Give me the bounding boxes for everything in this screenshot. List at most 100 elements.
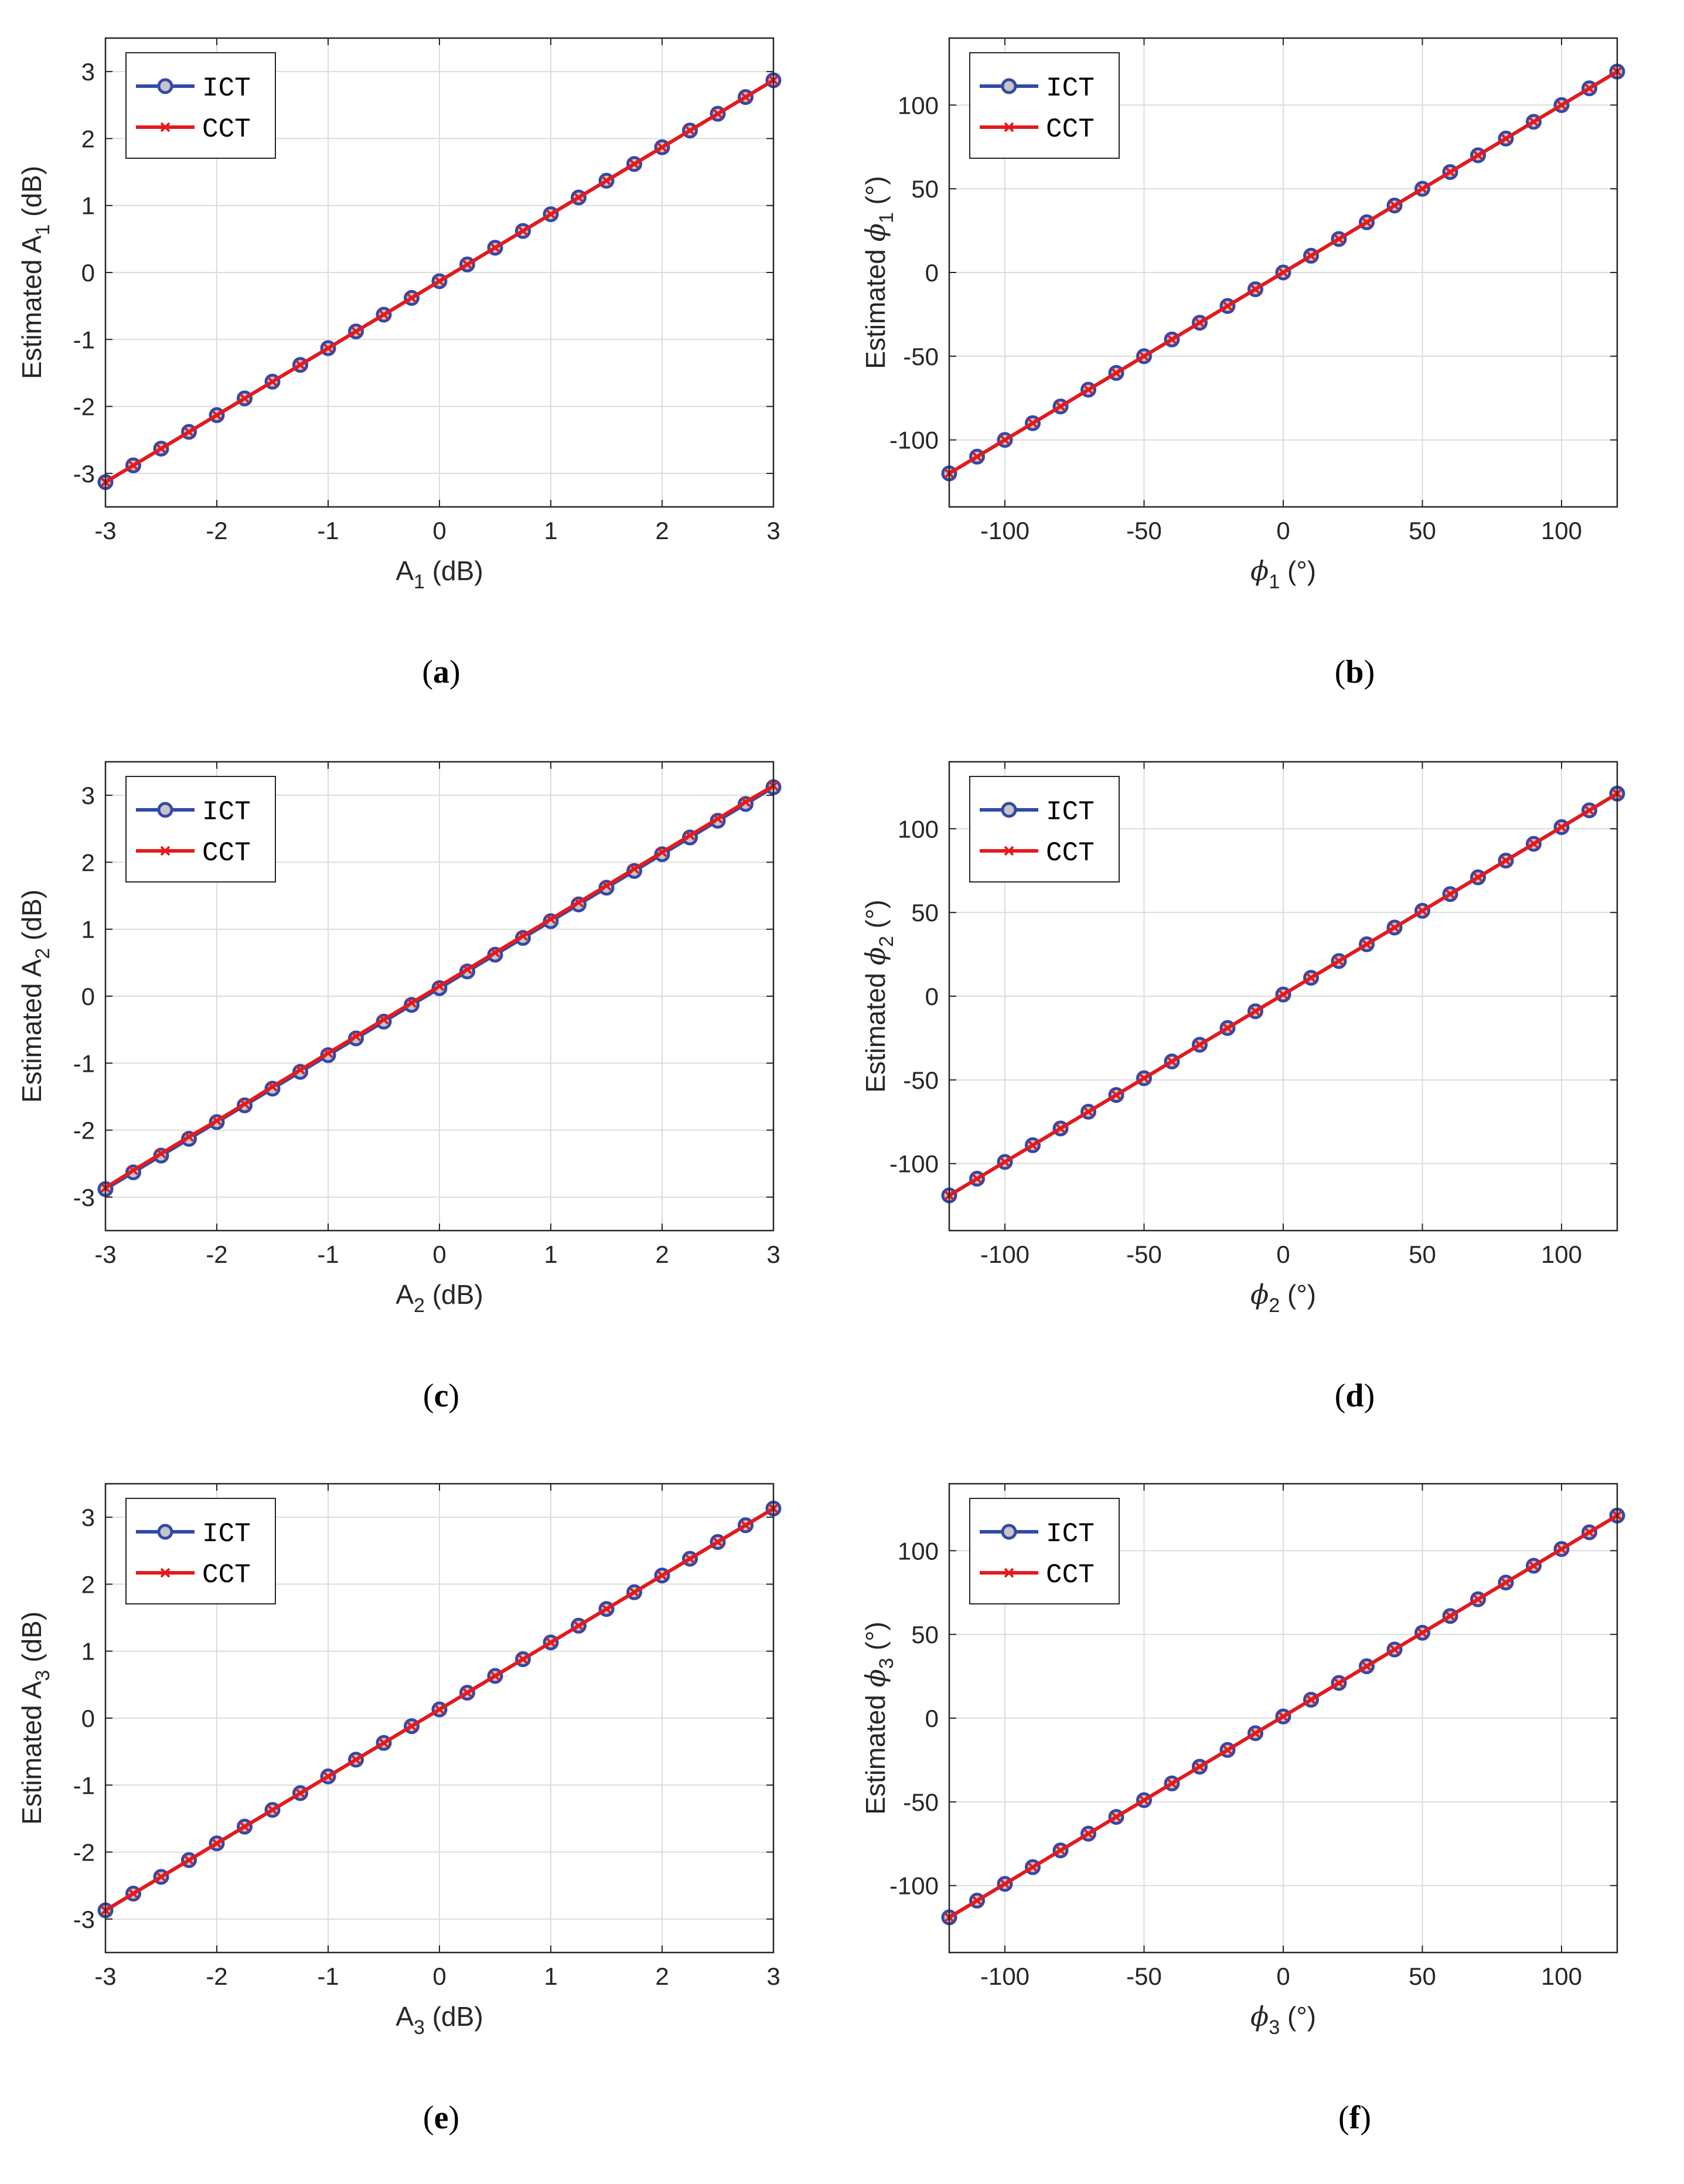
marker-cct-e-20 (657, 1570, 667, 1580)
legend-label-ict-d: ICT (1046, 797, 1095, 827)
x-tick-label-e-1: -2 (206, 1962, 227, 1990)
marker-cct-e-1 (128, 1889, 138, 1899)
marker-cct-a-12 (434, 276, 445, 287)
chart-c: -3 -2 -1 0 1 2 3 -3 -2 -1 0 1 2 3 ICT CCT A2 (dB) Estimat… (16, 761, 782, 1317)
marker-cct-f-11 (1250, 1728, 1260, 1739)
legend-box-b (969, 52, 1120, 159)
y-tick-label-e-4: 1 (81, 1638, 95, 1665)
y-tick-label-f-0: -100 (889, 1872, 939, 1900)
x-tick-label-c-1: -2 (206, 1241, 227, 1268)
marker-cct-b-18 (1445, 167, 1455, 177)
marker-cct-b-20 (1501, 134, 1511, 144)
marker-cct-d-12 (1278, 989, 1288, 1000)
marker-cct-c-4 (212, 1116, 222, 1126)
legend-c: ICT CCT (125, 776, 276, 883)
y-axis-label-f: Estimated ϕ3 (°) (860, 1621, 898, 1814)
chart-e: -3 -2 -1 0 1 2 3 -3 -2 -1 0 1 2 3 ICT CCT A3 (dB) Estimat… (16, 1483, 782, 2039)
x-tick-label-a-4: 1 (544, 517, 557, 544)
x-tick-label-d-4: 100 (1541, 1241, 1582, 1268)
y-tick-label-a-0: -3 (73, 460, 95, 488)
x-tick-label-b-3: 50 (1409, 517, 1436, 544)
marker-cct-e-6 (267, 1805, 278, 1815)
marker-cct-d-3 (1028, 1140, 1038, 1150)
caption-d: (d) (1334, 1378, 1375, 1414)
marker-cct-e-7 (295, 1788, 305, 1798)
marker-cct-d-14 (1334, 956, 1344, 966)
x-tick-label-b-4: 100 (1541, 517, 1582, 544)
marker-cct-d-23 (1584, 805, 1594, 816)
marker-cct-a-13 (462, 259, 472, 270)
marker-cct-d-22 (1556, 822, 1567, 832)
marker-cct-f-14 (1334, 1678, 1344, 1688)
marker-cct-d-8 (1167, 1057, 1177, 1067)
marker-cct-f-9 (1195, 1761, 1205, 1772)
marker-cct-c-8 (323, 1048, 333, 1058)
legend-box-f (969, 1498, 1120, 1604)
marker-cct-e-4 (212, 1838, 222, 1849)
x-tick-label-a-5: 2 (655, 517, 669, 544)
axes-box-a (104, 37, 775, 508)
y-tick-label-d-3: 50 (911, 899, 939, 926)
marker-cct-c-18 (601, 881, 612, 891)
x-tick-label-f-3: 50 (1409, 1962, 1436, 1990)
marker-cct-c-12 (434, 981, 445, 992)
marker-cct-f-10 (1222, 1745, 1233, 1755)
x-axis-label-b: ϕ1 (°) (1250, 555, 1316, 593)
marker-cct-f-23 (1584, 1527, 1594, 1538)
marker-cct-b-11 (1250, 284, 1260, 294)
y-axis-label-c: Estimated A2 (dB) (16, 890, 54, 1103)
marker-cct-b-4 (1055, 401, 1066, 411)
legend-box-d (969, 776, 1120, 883)
marker-cct-f-8 (1167, 1778, 1177, 1788)
y-axis-label-e: Estimated A3 (dB) (16, 1611, 54, 1825)
marker-cct-f-3 (1028, 1862, 1038, 1872)
y-axis-label-b: Estimated ϕ1 (°) (860, 176, 898, 369)
y-tick-label-a-3: 0 (81, 259, 95, 287)
marker-cct-a-23 (741, 92, 751, 102)
legend-label-cct-c: CCT (202, 838, 251, 868)
legend-marker-ict-f (1001, 1524, 1017, 1540)
x-tick-label-e-6: 3 (766, 1962, 780, 1990)
marker-cct-e-11 (407, 1721, 417, 1732)
marker-cct-b-9 (1195, 318, 1205, 328)
y-tick-label-f-1: -50 (903, 1788, 939, 1816)
marker-cct-a-9 (351, 326, 361, 336)
y-tick-label-a-1: -2 (73, 393, 95, 421)
marker-cct-e-3 (184, 1855, 194, 1865)
caption-c: (c) (422, 1378, 460, 1414)
marker-cct-a-17 (574, 192, 584, 203)
marker-cct-f-6 (1111, 1812, 1121, 1822)
marker-cct-d-20 (1501, 856, 1511, 866)
marker-cct-f-16 (1389, 1644, 1400, 1655)
marker-cct-e-13 (462, 1688, 472, 1698)
legend-marker-ict-c (157, 802, 173, 818)
marker-cct-a-19 (629, 159, 639, 169)
marker-cct-a-16 (546, 209, 556, 219)
marker-cct-a-4 (212, 410, 222, 420)
y-tick-label-e-6: 3 (81, 1504, 95, 1531)
marker-cct-e-21 (685, 1553, 695, 1564)
chart-panel-f: -100 -50 0 50 100 -100 -50 0 50 100 ICT CCT ϕ3 (°) Es… (844, 1463, 1664, 2184)
x-tick-label-a-0: -3 (94, 517, 116, 544)
chart-a: -3 -2 -1 0 1 2 3 -3 -2 -1 0 1 2 3 ICT CCT A1 (dB) Estimat… (16, 37, 782, 593)
marker-cct-b-5 (1083, 384, 1093, 395)
x-tick-label-e-5: 2 (655, 1962, 669, 1990)
legend-marker-cct-c (160, 846, 171, 856)
marker-cct-c-9 (351, 1031, 361, 1041)
legend-label-cct-b: CCT (1046, 114, 1095, 145)
marker-cct-e-19 (629, 1587, 639, 1597)
y-tick-label-c-0: -3 (73, 1184, 95, 1211)
chart-panel-c: -3 -2 -1 0 1 2 3 -3 -2 -1 0 1 2 3 ICT CCT A2 (dB) Estimat… (0, 741, 820, 1462)
marker-cct-c-10 (379, 1014, 389, 1025)
marker-cct-c-20 (657, 847, 667, 857)
marker-cct-d-11 (1250, 1006, 1260, 1017)
legend-label-ict-c: ICT (202, 797, 251, 827)
legend-marker-cct-f (1004, 1568, 1014, 1578)
marker-cct-e-23 (741, 1520, 751, 1531)
marker-cct-a-22 (713, 108, 723, 119)
chart-f: -100 -50 0 50 100 -100 -50 0 50 100 ICT CCT ϕ3 (°) Es… (860, 1483, 1625, 2039)
y-tick-label-b-4: 100 (898, 91, 939, 119)
y-axis-label-a: Estimated A1 (dB) (16, 166, 54, 379)
marker-cct-d-2 (1000, 1157, 1010, 1167)
marker-cct-f-7 (1139, 1795, 1149, 1805)
